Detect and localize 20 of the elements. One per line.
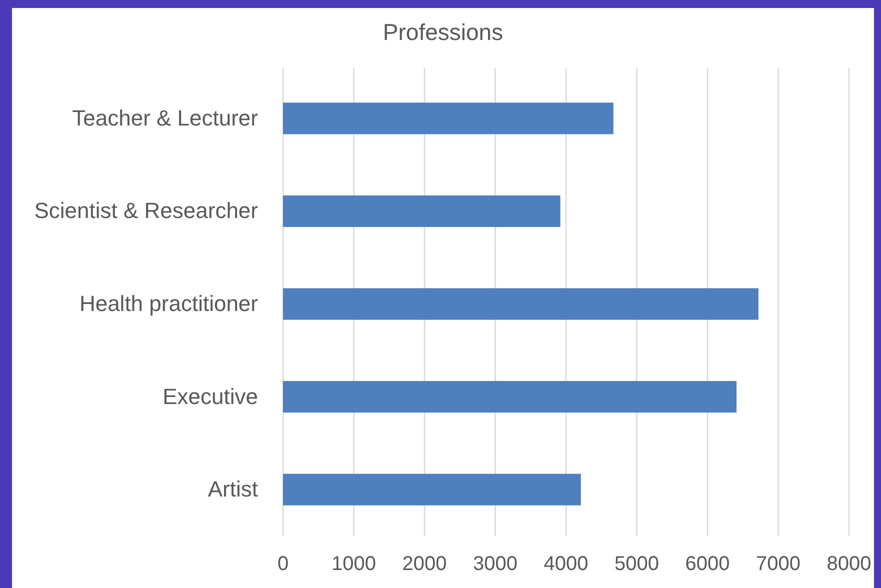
bar	[283, 474, 581, 506]
bar	[283, 381, 737, 413]
bar	[283, 195, 560, 227]
y-tick-label: Executive	[162, 384, 258, 409]
x-tick-label: 3000	[473, 553, 518, 576]
y-tick-label: Health practitioner	[79, 291, 258, 316]
x-tick-label: 2000	[402, 553, 447, 576]
y-tick-label: Artist	[208, 476, 258, 502]
bar	[283, 288, 758, 320]
x-tick-label: 1000	[332, 553, 376, 576]
chart-title: Professions	[382, 19, 504, 45]
x-tick-label: 5000	[614, 553, 659, 576]
x-tick-label: 7000	[756, 553, 800, 576]
x-tick-label: 6000	[685, 553, 730, 576]
y-tick-label: Teacher & Lecturer	[72, 105, 258, 130]
y-tick-label: Scientist & Researcher	[34, 198, 258, 224]
x-tick-label: 8000	[826, 553, 872, 576]
bar	[283, 102, 614, 134]
x-tick-label: 4000	[544, 553, 588, 576]
x-tick-label: 0	[277, 553, 289, 576]
